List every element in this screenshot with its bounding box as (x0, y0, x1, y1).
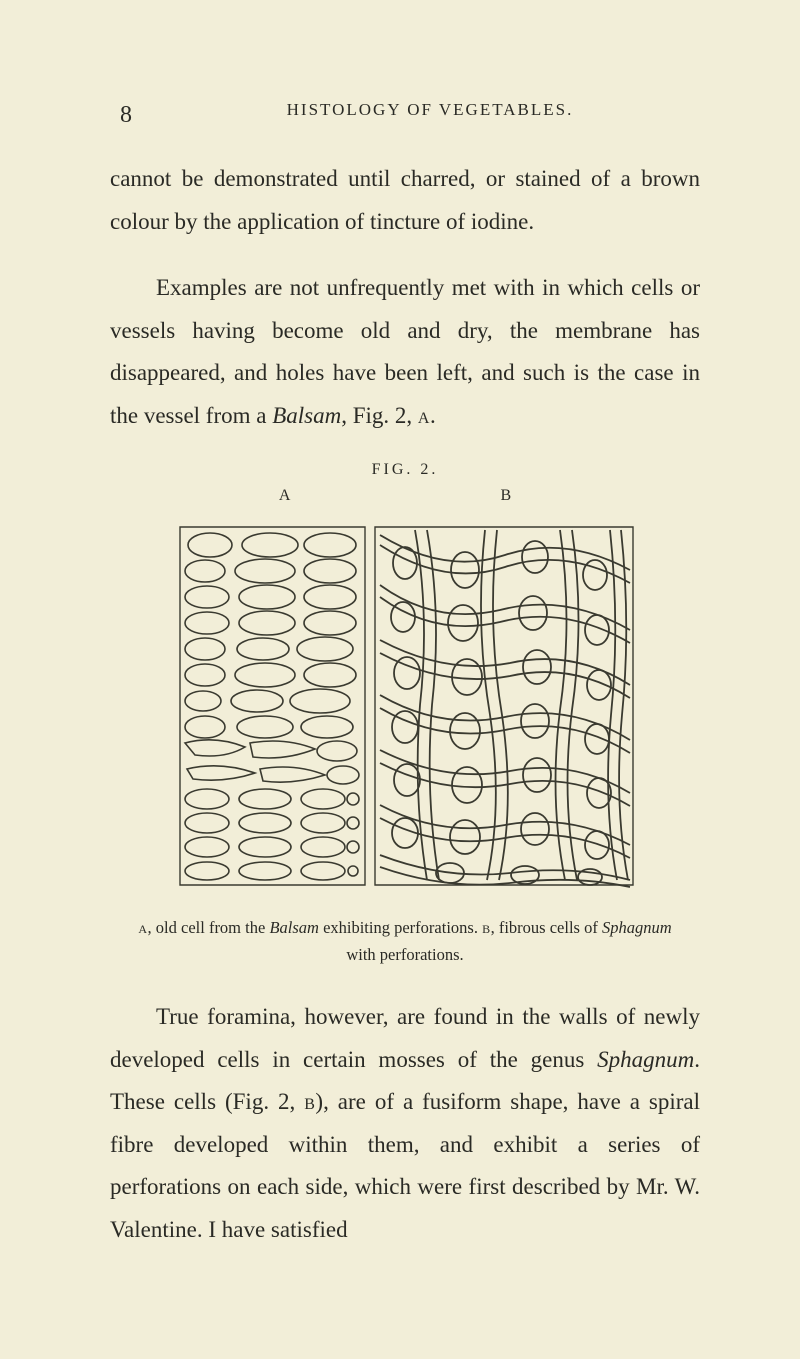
figure-sublabel-b: B (500, 487, 511, 505)
caption-part4: with perforations. (346, 945, 463, 964)
page-number: 8 (120, 102, 132, 129)
caption-sc-a: a (138, 918, 147, 937)
figure-sublabels: A B (90, 487, 700, 505)
caption-part3: , fibrous cells of (491, 918, 602, 937)
page: 8 HISTOLOGY OF VEGETABLES. cannot be dem… (0, 0, 800, 1359)
caption-part1: , old cell from the (148, 918, 270, 937)
para2-tail: , Fig. 2, (341, 403, 418, 428)
figure-illustration (165, 515, 645, 895)
paragraph-1: cannot be demonstrated until charred, or… (110, 158, 700, 243)
caption-italic2: Sphagnum (602, 918, 672, 937)
paragraph-3: True foramina, however, are found in the… (110, 996, 700, 1251)
running-head: HISTOLOGY OF VEGETABLES. (160, 100, 700, 120)
caption-sc-b: b (482, 918, 491, 937)
para2-sc: a. (418, 403, 436, 428)
figure-caption: a, old cell from the Balsam exhibiting p… (130, 915, 680, 968)
paragraph-2: Examples are not unfrequently met with i… (110, 267, 700, 437)
caption-italic1: Balsam (269, 918, 319, 937)
figure-block: FIG. 2. A B (110, 461, 700, 968)
para3-sc: b (304, 1089, 315, 1114)
para2-italic: Balsam (272, 403, 341, 428)
figure-label: FIG. 2. (110, 461, 700, 479)
figure-sublabel-a: A (279, 487, 291, 505)
caption-part2: exhibiting perforations. (319, 918, 482, 937)
para3-italic: Sphagnum (597, 1047, 694, 1072)
